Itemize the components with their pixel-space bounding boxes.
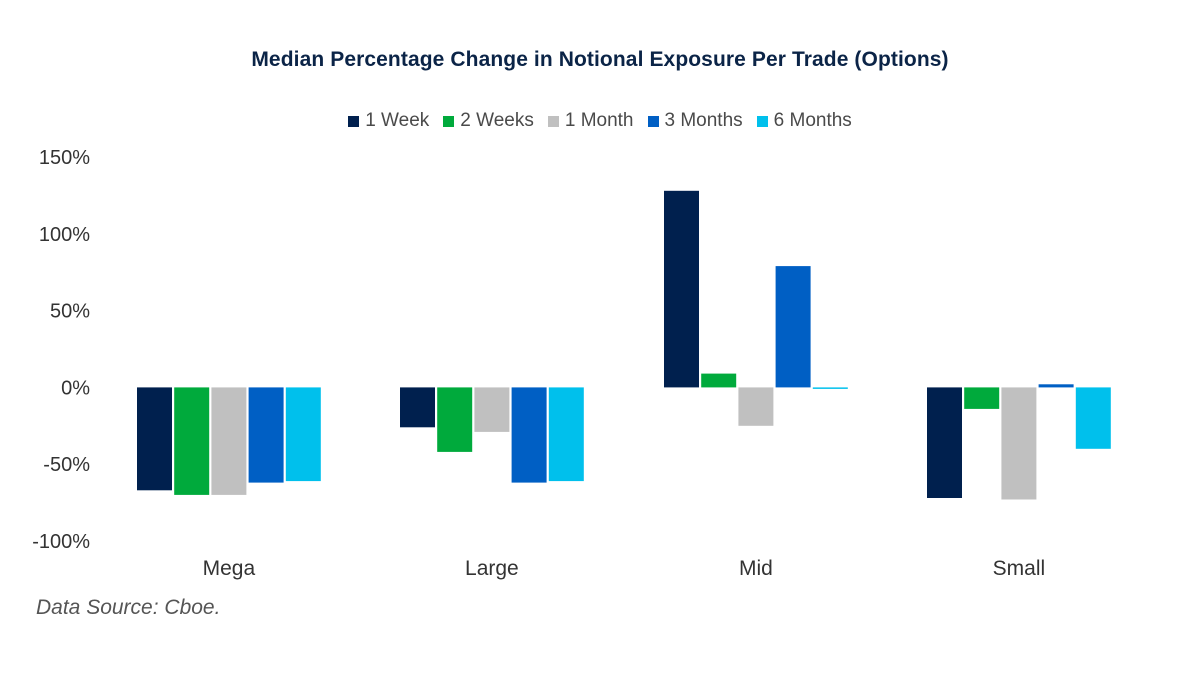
bar-group-mega xyxy=(137,387,321,495)
bar-large-3-months xyxy=(511,387,547,483)
bar-group-small xyxy=(927,384,1111,500)
legend-item-3-months: 3 Months xyxy=(647,110,743,132)
legend-label-1-month: 1 Month xyxy=(564,110,634,131)
bar-mega-2-weeks xyxy=(174,387,210,495)
bar-mid-2-weeks xyxy=(701,373,737,388)
bar-mega-6-months xyxy=(285,387,321,482)
bar-large-6-months xyxy=(548,387,584,482)
chart-title: Median Percentage Change in Notional Exp… xyxy=(251,48,949,71)
bar-mid-3-months xyxy=(775,266,811,388)
bar-small-2-weeks xyxy=(964,387,1000,409)
bar-large-1-week xyxy=(400,387,435,428)
legend-label-6-months: 6 Months xyxy=(773,110,852,131)
bar-mid-1-week xyxy=(664,190,699,388)
legend-label-1-week: 1 Week xyxy=(365,110,430,131)
legend-label-3-months: 3 Months xyxy=(664,110,743,131)
legend-swatch-6-months xyxy=(756,115,768,127)
y-tick-label: 150% xyxy=(39,147,90,169)
bar-group-large xyxy=(400,387,584,483)
bar-large-1-month xyxy=(474,387,510,432)
bar-small-1-month xyxy=(1001,387,1037,500)
bar-mega-1-week xyxy=(137,387,172,491)
y-tick-label: -100% xyxy=(32,531,90,553)
y-tick-label: 0% xyxy=(61,377,90,399)
chart-legend: 1 Week 2 Weeks 1 Month 3 Months 6 Months xyxy=(0,110,1200,132)
bar-groups xyxy=(137,190,1111,500)
legend-swatch-1-month xyxy=(547,115,559,127)
bar-small-6-months xyxy=(1075,387,1111,449)
bar-mid-1-month xyxy=(738,387,774,426)
bar-mid-6-months xyxy=(812,387,848,389)
bar-large-2-weeks xyxy=(437,387,473,452)
x-category-label: Large xyxy=(465,557,519,580)
bar-small-1-week xyxy=(927,387,962,498)
bar-mega-3-months xyxy=(248,387,284,483)
bar-small-3-months xyxy=(1038,384,1074,388)
y-axis: 150% 100% 50% 0% -50% -100% xyxy=(32,147,90,553)
bar-mega-1-month xyxy=(211,387,247,495)
legend-swatch-3-months xyxy=(647,115,659,127)
x-category-label: Mid xyxy=(739,557,773,580)
legend-item-2-weeks: 2 Weeks xyxy=(443,110,534,132)
x-category-label: Mega xyxy=(203,557,256,580)
x-category-label: Small xyxy=(993,557,1046,580)
x-axis: Mega Large Mid Small xyxy=(203,557,1046,580)
legend-swatch-1-week xyxy=(348,115,360,127)
legend-label-2-weeks: 2 Weeks xyxy=(460,110,534,131)
data-source-note: Data Source: Cboe. xyxy=(36,596,221,619)
y-tick-label: -50% xyxy=(43,454,90,476)
y-tick-label: 100% xyxy=(39,224,90,246)
legend-item-1-month: 1 Month xyxy=(547,110,634,132)
legend-swatch-2-weeks xyxy=(443,115,455,127)
legend-item-1-week: 1 Week xyxy=(348,110,429,132)
bar-group-mid xyxy=(664,190,848,426)
y-tick-label: 50% xyxy=(50,301,90,323)
legend-item-6-months: 6 Months xyxy=(756,110,852,132)
